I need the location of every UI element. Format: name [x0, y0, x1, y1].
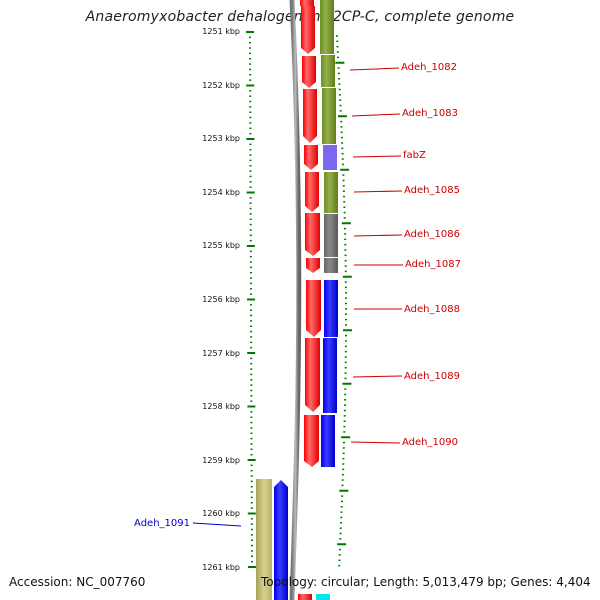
gene-label-adeh-1083[interactable]: Adeh_1083 [402, 108, 458, 119]
label-leader-line [350, 441, 401, 444]
scale-tick-label: 1256 kbp [202, 295, 240, 304]
map-title: Anaeromyxobacter dehalogenans 2CP-C, com… [85, 9, 515, 25]
olive-block[interactable] [320, 6, 334, 54]
gene-arrow[interactable] [305, 213, 320, 256]
scale-tick-label: 1255 kbp [202, 241, 240, 250]
gene-label-adeh-1087[interactable]: Adeh_1087 [405, 259, 461, 270]
forward-strand-genes [301, 6, 321, 467]
scale-tick-label: 1254 kbp [202, 188, 240, 197]
olive-block[interactable] [324, 172, 338, 213]
gene-arrow[interactable] [306, 258, 320, 273]
scale-tick-label: 1261 kbp [202, 563, 240, 572]
gene-label-adeh-1090[interactable]: Adeh_1090 [402, 437, 458, 448]
gene-label-adeh-1082[interactable]: Adeh_1082 [401, 62, 457, 73]
gene-label-adeh-1086[interactable]: Adeh_1086 [404, 229, 460, 240]
gene-label-adeh-1085[interactable]: Adeh_1085 [404, 185, 460, 196]
gene-arrow[interactable] [305, 172, 319, 212]
label-leader-line [353, 234, 403, 237]
scale-tick-label: 1259 kbp [202, 456, 240, 465]
reverse-strand-genes [256, 479, 288, 600]
gray-block[interactable] [324, 258, 338, 273]
genome-summary-text: Topology: circular; Length: 5,013,479 bp… [261, 575, 591, 589]
gene-arrow[interactable] [274, 480, 288, 600]
gene-labels: Adeh_1082 Adeh_1083 fabZ Adeh_1085 Adeh_… [134, 62, 461, 529]
label-leader-line [352, 375, 403, 378]
blue-block[interactable] [324, 280, 338, 337]
scale-tick-label: 1258 kbp [202, 402, 240, 411]
feature-top-red[interactable] [300, 0, 314, 6]
gene-label-adeh-1091[interactable]: Adeh_1091 [134, 518, 190, 529]
genome-backbone [289, 0, 302, 600]
olive-block[interactable] [322, 88, 336, 144]
feature-bottom-red[interactable] [298, 594, 312, 600]
gene-arrow[interactable] [304, 145, 318, 170]
gene-arrow[interactable] [306, 280, 321, 337]
gene-arrow[interactable] [303, 89, 317, 143]
gene-arrow[interactable] [305, 338, 320, 412]
gene-label-adeh-1089[interactable]: Adeh_1089 [404, 371, 460, 382]
purple-block[interactable] [323, 145, 337, 170]
accession-text: Accession: NC_007760 [9, 575, 146, 589]
label-leader-line [351, 113, 401, 117]
scale-tick-label: 1251 kbp [202, 27, 240, 36]
scale-tick-label: 1253 kbp [202, 134, 240, 143]
label-leader-line [352, 155, 402, 158]
feature-top-olive[interactable] [320, 0, 334, 6]
gene-label-fabz[interactable]: fabZ [403, 150, 426, 161]
left-tick-column [246, 31, 256, 568]
blue-block[interactable] [323, 338, 337, 413]
olive-block[interactable] [321, 55, 335, 87]
scale-tick-label: 1260 kbp [202, 509, 240, 518]
label-leader-line [349, 67, 400, 71]
scale-tick-label: 1257 kbp [202, 349, 240, 358]
label-leader-line [353, 190, 403, 193]
gray-block[interactable] [324, 214, 338, 257]
gene-arrow[interactable] [304, 415, 319, 467]
khaki-block[interactable] [256, 479, 272, 600]
gene-arrow[interactable] [302, 56, 316, 88]
blue-block[interactable] [321, 415, 335, 467]
annotation-blocks [320, 6, 338, 467]
gene-arrow[interactable] [301, 6, 315, 54]
scale-tick-label: 1252 kbp [202, 81, 240, 90]
right-tick-column [335, 35, 352, 567]
scale-ruler: 1251 kbp 1252 kbp 1253 kbp 1254 kbp 1255… [202, 27, 352, 572]
gene-label-adeh-1088[interactable]: Adeh_1088 [404, 304, 460, 315]
feature-bottom-cyan[interactable] [316, 594, 330, 600]
label-leader-line [192, 522, 242, 527]
